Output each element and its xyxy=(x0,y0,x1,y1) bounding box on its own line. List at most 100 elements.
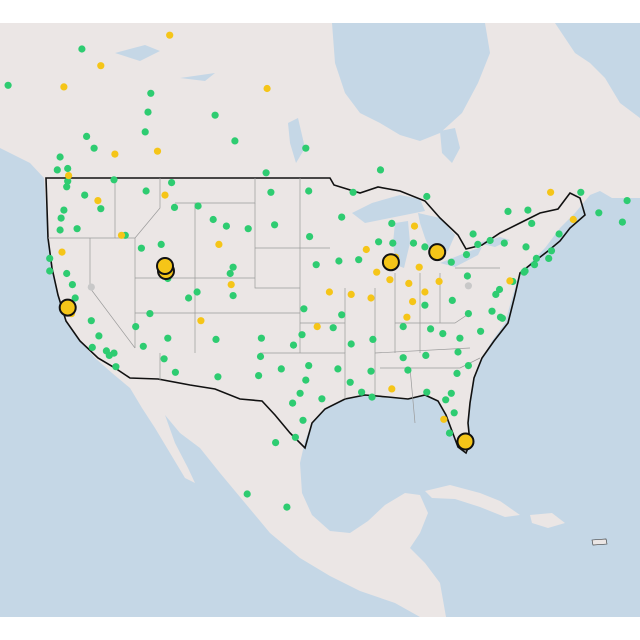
marker-ok[interactable] xyxy=(87,317,95,325)
marker-ok[interactable] xyxy=(389,239,397,247)
marker-ok[interactable] xyxy=(375,238,383,246)
marker-ok[interactable] xyxy=(530,261,539,269)
marker-ok[interactable] xyxy=(305,362,313,370)
map-view[interactable] xyxy=(0,23,640,617)
cluster-marker[interactable] xyxy=(156,257,174,275)
marker-ok[interactable] xyxy=(73,225,81,233)
marker-ok[interactable] xyxy=(88,343,96,351)
marker-ok[interactable] xyxy=(56,153,64,161)
marker-ok[interactable] xyxy=(157,240,165,248)
marker-ok[interactable] xyxy=(53,166,61,174)
marker-warn[interactable] xyxy=(362,245,370,254)
marker-ok[interactable] xyxy=(427,325,435,333)
marker-warn[interactable] xyxy=(415,263,423,271)
marker-ok[interactable] xyxy=(244,225,252,233)
marker-warn[interactable] xyxy=(97,62,105,70)
marker-ok[interactable] xyxy=(272,439,280,447)
marker-ok[interactable] xyxy=(421,243,429,251)
marker-ok[interactable] xyxy=(338,311,346,319)
marker-ok[interactable] xyxy=(291,433,299,441)
marker-ok[interactable] xyxy=(368,393,376,401)
marker-ok[interactable] xyxy=(60,206,68,214)
marker-ok[interactable] xyxy=(445,429,454,437)
marker-ok[interactable] xyxy=(57,214,65,222)
marker-ok[interactable] xyxy=(329,324,337,332)
marker-ok[interactable] xyxy=(209,215,217,224)
marker-ok[interactable] xyxy=(56,226,64,234)
marker-ok[interactable] xyxy=(618,218,627,226)
marker-warn[interactable] xyxy=(386,276,394,284)
marker-ok[interactable] xyxy=(305,187,313,195)
marker-ok[interactable] xyxy=(453,369,461,377)
marker-ok[interactable] xyxy=(63,183,71,191)
marker-ok[interactable] xyxy=(132,323,140,331)
marker-ok[interactable] xyxy=(271,221,279,229)
marker-ok[interactable] xyxy=(229,292,237,300)
marker-ok[interactable] xyxy=(185,294,193,302)
marker-warn[interactable] xyxy=(325,288,333,296)
marker-ok[interactable] xyxy=(231,137,239,145)
marker-ok[interactable] xyxy=(300,305,308,313)
marker-ok[interactable] xyxy=(144,108,152,116)
cluster-marker[interactable] xyxy=(428,243,447,262)
marker-warn[interactable] xyxy=(111,150,119,158)
marker-warn[interactable] xyxy=(215,240,223,248)
marker-ok[interactable] xyxy=(164,334,172,342)
marker-ok[interactable] xyxy=(105,351,113,359)
marker-ok[interactable] xyxy=(454,348,462,356)
marker-ok[interactable] xyxy=(226,269,234,278)
marker-warn[interactable] xyxy=(227,281,235,289)
marker-ok[interactable] xyxy=(504,207,512,215)
marker-ok[interactable] xyxy=(112,363,120,371)
marker-warn[interactable] xyxy=(403,313,411,321)
marker-ok[interactable] xyxy=(367,367,375,375)
marker-warn[interactable] xyxy=(409,298,417,306)
marker-ok[interactable] xyxy=(409,239,418,247)
marker-ok[interactable] xyxy=(388,219,396,227)
marker-ok[interactable] xyxy=(267,188,275,196)
marker-warn[interactable] xyxy=(197,317,205,325)
marker-ok[interactable] xyxy=(299,416,307,424)
marker-ok[interactable] xyxy=(469,230,477,238)
marker-ok[interactable] xyxy=(355,256,363,264)
marker-ok[interactable] xyxy=(376,166,385,174)
marker-ok[interactable] xyxy=(283,503,291,511)
marker-ok[interactable] xyxy=(447,389,455,397)
marker-ok[interactable] xyxy=(141,128,149,136)
marker-ok[interactable] xyxy=(500,239,508,247)
marker-ok[interactable] xyxy=(423,388,431,396)
marker-ok[interactable] xyxy=(448,296,456,304)
marker-ok[interactable] xyxy=(447,258,455,266)
marker-warn[interactable] xyxy=(405,279,413,287)
marker-ok[interactable] xyxy=(64,177,72,185)
marker-unknown[interactable] xyxy=(87,283,95,291)
marker-ok[interactable] xyxy=(142,187,150,195)
marker-ok[interactable] xyxy=(422,351,430,359)
marker-ok[interactable] xyxy=(78,45,86,53)
map-canvas[interactable] xyxy=(0,23,640,617)
marker-ok[interactable] xyxy=(577,188,585,196)
marker-ok[interactable] xyxy=(212,335,220,343)
marker-warn[interactable] xyxy=(367,294,375,302)
marker-ok[interactable] xyxy=(296,389,304,397)
marker-ok[interactable] xyxy=(442,396,450,404)
marker-ok[interactable] xyxy=(302,144,310,152)
marker-ok[interactable] xyxy=(521,267,529,275)
marker-ok[interactable] xyxy=(71,294,79,302)
marker-ok[interactable] xyxy=(421,301,429,309)
marker-ok[interactable] xyxy=(463,272,471,280)
marker-warn[interactable] xyxy=(506,277,514,285)
marker-ok[interactable] xyxy=(547,247,556,255)
marker-ok[interactable] xyxy=(298,331,306,339)
marker-warn[interactable] xyxy=(117,231,126,239)
marker-ok[interactable] xyxy=(492,290,500,298)
marker-ok[interactable] xyxy=(486,236,494,245)
marker-warn[interactable] xyxy=(373,268,381,276)
marker-ok[interactable] xyxy=(334,365,342,373)
marker-warn[interactable] xyxy=(440,415,448,423)
marker-ok[interactable] xyxy=(97,205,105,213)
marker-ok[interactable] xyxy=(302,376,310,384)
marker-ok[interactable] xyxy=(229,263,237,271)
marker-ok[interactable] xyxy=(318,395,326,403)
marker-ok[interactable] xyxy=(68,281,76,289)
